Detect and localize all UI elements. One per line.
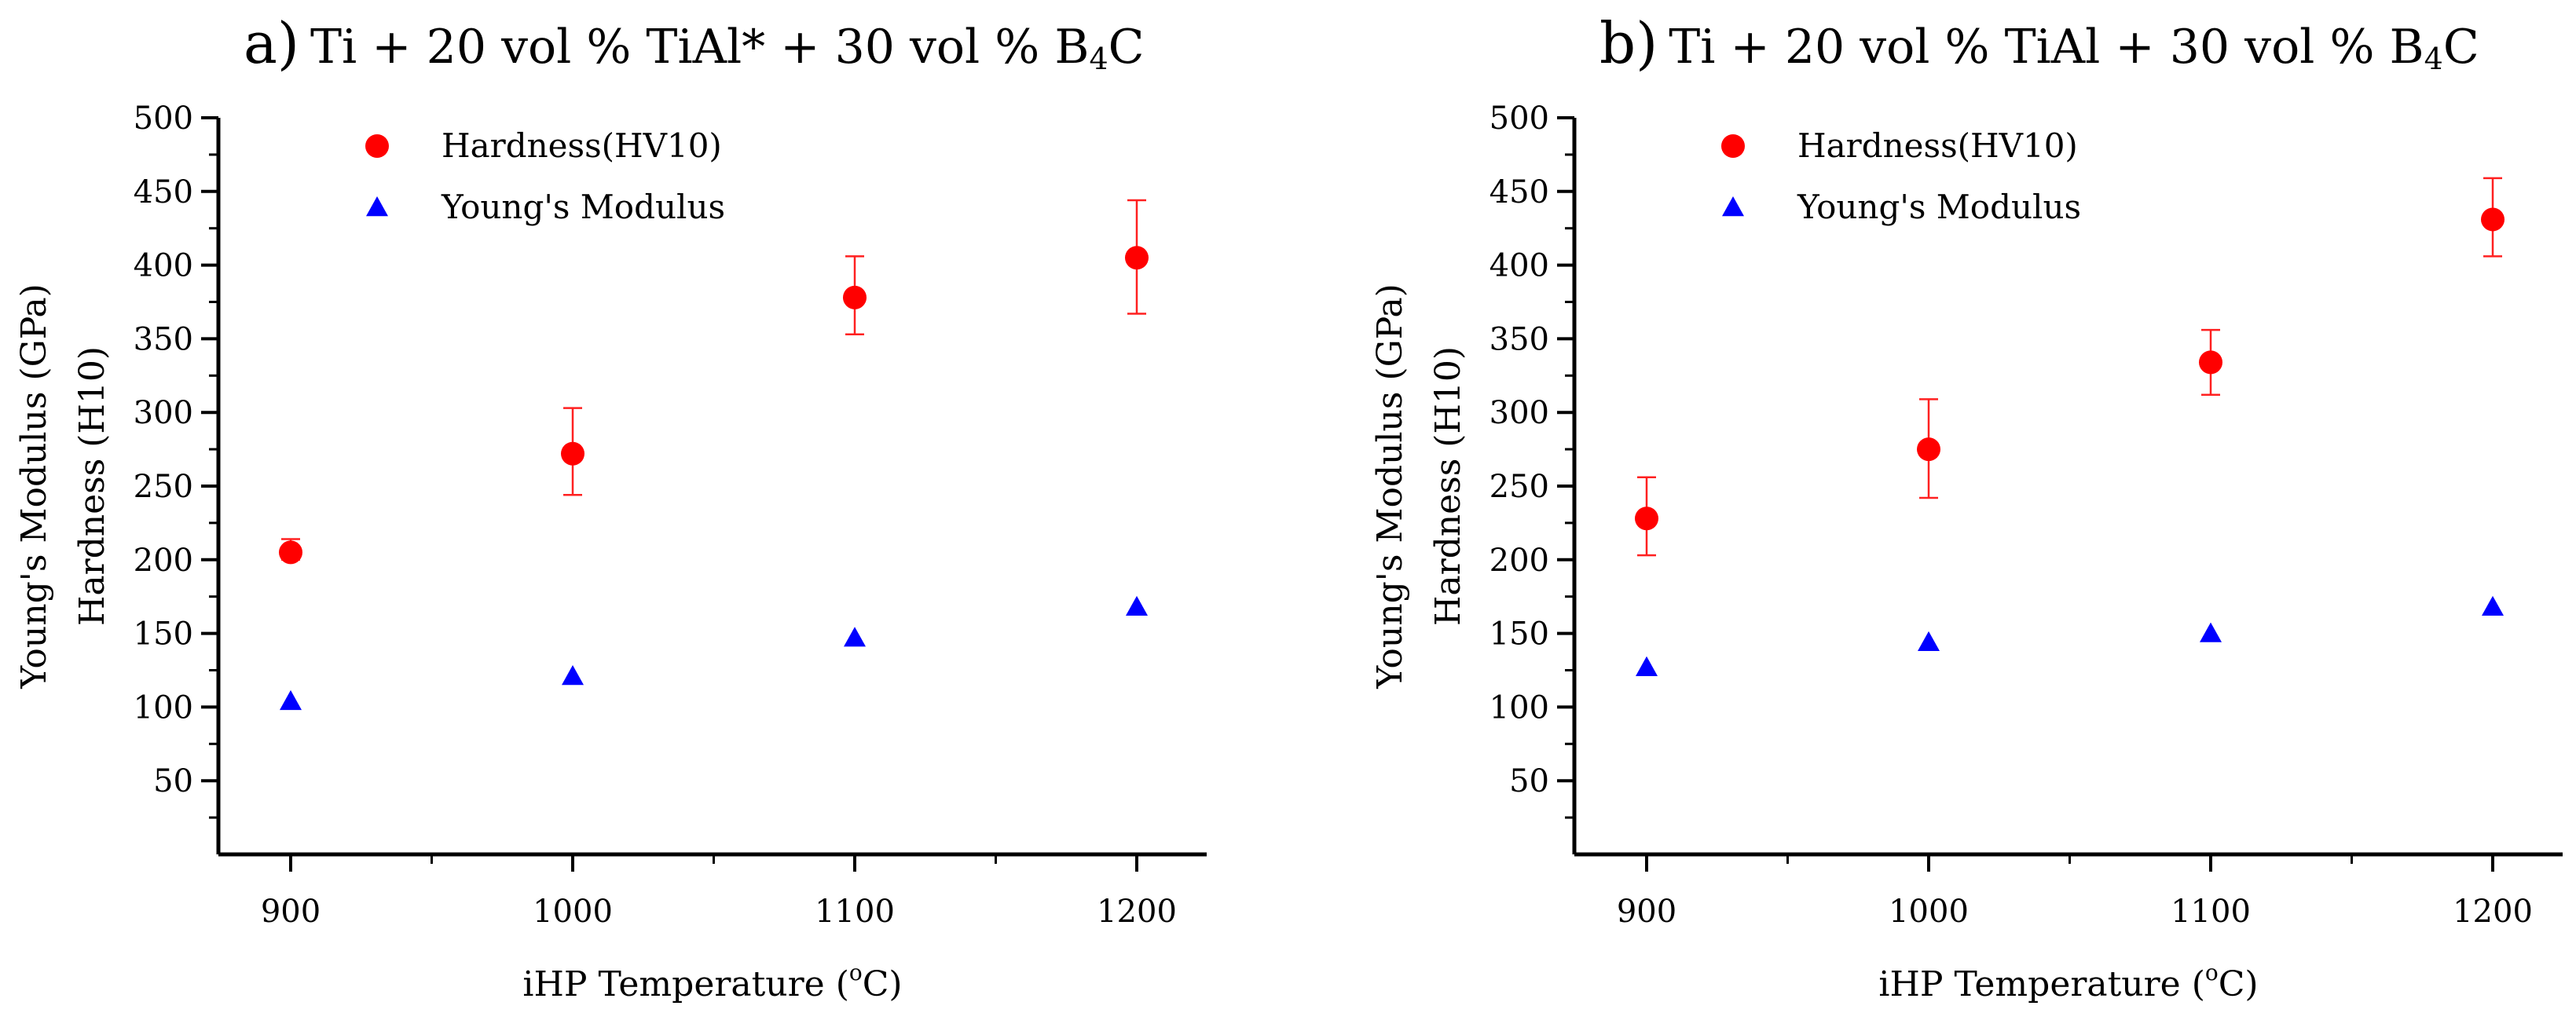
y-tick-label: 50 xyxy=(153,763,193,799)
panel-letter: b) xyxy=(1599,10,1658,76)
modulus-point xyxy=(1918,631,1940,652)
hardness-point xyxy=(1635,507,1658,531)
chart-title: b) Ti + 20 vol % TiAl + 30 vol % B4C xyxy=(1599,10,2479,76)
x-axis-title-superscript: o xyxy=(849,960,863,986)
y-axis-title-outer: Young's Modulus (GPa) xyxy=(1370,283,1410,689)
legend-label: Young's Modulus xyxy=(1797,188,2081,226)
legend-label: Hardness(HV10) xyxy=(442,126,722,165)
legend-marker-hardness xyxy=(1721,134,1745,158)
title-text: Ti + 20 vol % TiAl + 30 vol % B xyxy=(1669,20,2424,75)
y-tick-label: 50 xyxy=(1509,763,1549,799)
modulus-point xyxy=(2200,622,2222,642)
series-hardness xyxy=(279,199,1149,565)
hardness-point xyxy=(2481,207,2505,232)
chart-panel-a: a) Ti + 20 vol % TiAl* + 30 vol % B4C 50 10… xyxy=(14,10,1207,1004)
y-tick-label: 100 xyxy=(134,689,193,726)
series-hardness xyxy=(1635,177,2505,557)
modulus-point xyxy=(562,665,584,686)
y-tick-label: 200 xyxy=(1490,543,1549,579)
hardness-point xyxy=(843,285,867,309)
modulus-point xyxy=(844,627,866,647)
hardness-point xyxy=(279,540,302,565)
y-tick-label: 450 xyxy=(1490,174,1549,210)
hardness-point xyxy=(1917,437,1940,462)
x-axis-title: iHP Temperature (oC) xyxy=(1878,960,2258,1004)
x-tick-label: 1000 xyxy=(1889,894,1969,930)
x-axis-title-superscript: o xyxy=(2205,960,2219,986)
y-tick-label: 450 xyxy=(134,174,193,210)
y-tick-label: 150 xyxy=(134,616,193,653)
x-axis-title: iHP Temperature (oC) xyxy=(522,960,902,1004)
x-tick-label: 1000 xyxy=(533,894,613,930)
y-tick-label: 400 xyxy=(1490,248,1549,284)
y-tick-label: 200 xyxy=(134,543,193,579)
y-tick-label: 100 xyxy=(1490,689,1549,726)
legend-marker-modulus xyxy=(366,196,388,217)
modulus-point xyxy=(2482,595,2504,616)
y-tick-label: 300 xyxy=(134,395,193,431)
hardness-point xyxy=(561,441,584,466)
title-text: Ti + 20 vol % TiAl* + 30 vol % B xyxy=(310,20,1089,75)
y-tick-label: 500 xyxy=(134,101,193,137)
x-axis-title-end: C) xyxy=(863,964,903,1004)
modulus-point xyxy=(1636,656,1658,676)
x-tick-label: 1100 xyxy=(815,894,895,930)
title-text-end: C xyxy=(2443,20,2479,75)
y-tick-label: 350 xyxy=(134,321,193,357)
x-axis-title-text: iHP Temperature ( xyxy=(1878,964,2204,1004)
panel-letter: a) xyxy=(244,10,299,76)
x-tick-label: 1100 xyxy=(2171,894,2251,930)
title-subscript: 4 xyxy=(1089,42,1108,76)
y-tick-label: 250 xyxy=(134,469,193,505)
title-subscript: 4 xyxy=(2424,42,2443,76)
x-tick-label: 900 xyxy=(261,894,321,930)
legend-label: Hardness(HV10) xyxy=(1797,126,2078,165)
series-youngs-modulus xyxy=(1636,595,2504,676)
y-tick-label: 500 xyxy=(1490,101,1549,137)
modulus-point xyxy=(280,689,302,711)
y-axis-title-inner: Hardness (H10) xyxy=(72,346,112,626)
legend-marker-hardness xyxy=(365,134,389,158)
hardness-point xyxy=(2199,350,2222,375)
legend-marker-modulus xyxy=(1722,196,1744,217)
title-text-end: C xyxy=(1108,20,1145,75)
x-axis-title-end: C) xyxy=(2219,964,2259,1004)
y-tick-label: 300 xyxy=(1490,395,1549,431)
hardness-point xyxy=(1125,246,1149,270)
chart-panel-b: b) Ti + 20 vol % TiAl + 30 vol % B4C 50 100… xyxy=(1370,10,2563,1004)
x-tick-label: 1200 xyxy=(1097,894,1177,930)
legend-label: Young's Modulus xyxy=(441,188,725,226)
chart-title: a) Ti + 20 vol % TiAl* + 30 vol % B4C xyxy=(244,10,1145,76)
y-axis-title-outer: Young's Modulus (GPa) xyxy=(14,283,54,689)
y-tick-label: 150 xyxy=(1490,616,1549,653)
y-axis-title-inner: Hardness (H10) xyxy=(1428,346,1468,626)
x-tick-label: 1200 xyxy=(2453,894,2533,930)
modulus-point xyxy=(1126,595,1148,616)
x-tick-label: 900 xyxy=(1617,894,1676,930)
y-tick-label: 350 xyxy=(1490,321,1549,357)
x-axis-title-text: iHP Temperature ( xyxy=(522,964,848,1004)
series-youngs-modulus xyxy=(280,595,1148,711)
y-tick-label: 250 xyxy=(1490,469,1549,505)
y-tick-label: 400 xyxy=(134,248,193,284)
